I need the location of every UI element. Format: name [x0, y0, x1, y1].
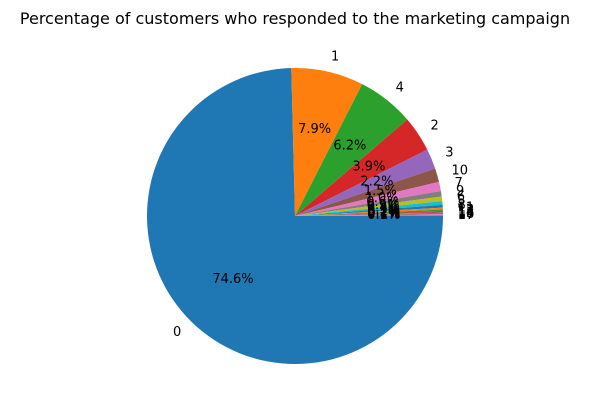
- slice-label-12: 12: [458, 202, 475, 217]
- slice-percent-9: 0.6%: [366, 195, 399, 210]
- slice-percent-3: 2.2%: [360, 174, 393, 189]
- slice-percent-10: 1.5%: [364, 184, 397, 199]
- slice-percent-7: 1.0%: [365, 191, 398, 206]
- pie-slice-1: [291, 68, 363, 216]
- slice-label-6: 6: [457, 190, 465, 205]
- slice-label-16: 16: [458, 207, 475, 222]
- slice-percent-5: 0.4%: [367, 201, 400, 216]
- pie-labels: 0 74.6% 1 7.9% 4 6.2% 2 3.9% 3 2.2% 10 1.5% 7 1.0% 9 0.…: [173, 50, 474, 340]
- pie-slice-13: [295, 211, 443, 216]
- slice-label-1: 1: [331, 50, 339, 65]
- slice-percent-2: 3.9%: [352, 159, 385, 174]
- pie-slices: [147, 68, 443, 364]
- pie-slice-5: [295, 201, 443, 216]
- pie-slice-12: [295, 209, 443, 216]
- slice-percent-14: 0.1%: [367, 207, 400, 222]
- chart-title: Percentage of customers who responded to…: [20, 9, 570, 28]
- slice-percent-17: 0.1%: [367, 208, 400, 223]
- pie-slice-3: [295, 149, 436, 216]
- slice-label-11: 11: [458, 200, 475, 215]
- pie-slice-7: [295, 181, 441, 216]
- slice-label-4: 4: [396, 80, 404, 95]
- slice-label-15: 15: [458, 206, 475, 221]
- slice-percent-16: 0.1%: [367, 208, 400, 223]
- slice-label-3: 3: [445, 146, 453, 161]
- slice-label-7: 7: [455, 176, 463, 191]
- slice-percent-1: 7.9%: [298, 122, 331, 137]
- pie-slice-16: [295, 214, 443, 216]
- slice-percent-11: 0.2%: [367, 204, 400, 219]
- slice-label-0: 0: [173, 325, 181, 340]
- slice-percent-6: 0.5%: [367, 198, 400, 213]
- pie-slice-0: [147, 68, 443, 364]
- slice-label-5: 5: [457, 194, 465, 209]
- slice-label-17: 17: [458, 208, 475, 223]
- pie-slice-14: [295, 212, 443, 216]
- slice-percent-8: 0.3%: [367, 203, 400, 218]
- slice-label-13: 13: [458, 204, 475, 219]
- pie-slice-2: [295, 119, 428, 216]
- pie-slice-9: [295, 191, 442, 216]
- pie-slice-17: [295, 215, 443, 216]
- slice-label-9: 9: [456, 184, 464, 199]
- pie-slice-11: [295, 207, 443, 216]
- slice-label-2: 2: [431, 118, 439, 133]
- slice-percent-15: 0.1%: [367, 207, 400, 222]
- slice-label-8: 8: [457, 198, 465, 213]
- slice-percent-12: 0.2%: [367, 205, 400, 220]
- slice-percent-0: 74.6%: [212, 272, 253, 287]
- pie-slice-4: [295, 84, 408, 216]
- slice-percent-13: 0.1%: [367, 206, 400, 221]
- pie-slice-15: [295, 213, 443, 216]
- pie-slice-10: [295, 168, 440, 216]
- pie-slice-8: [295, 204, 443, 216]
- slice-label-10: 10: [451, 164, 468, 179]
- pie-slice-6: [295, 196, 443, 216]
- slice-label-14: 14: [458, 205, 475, 220]
- slice-percent-4: 6.2%: [333, 139, 366, 154]
